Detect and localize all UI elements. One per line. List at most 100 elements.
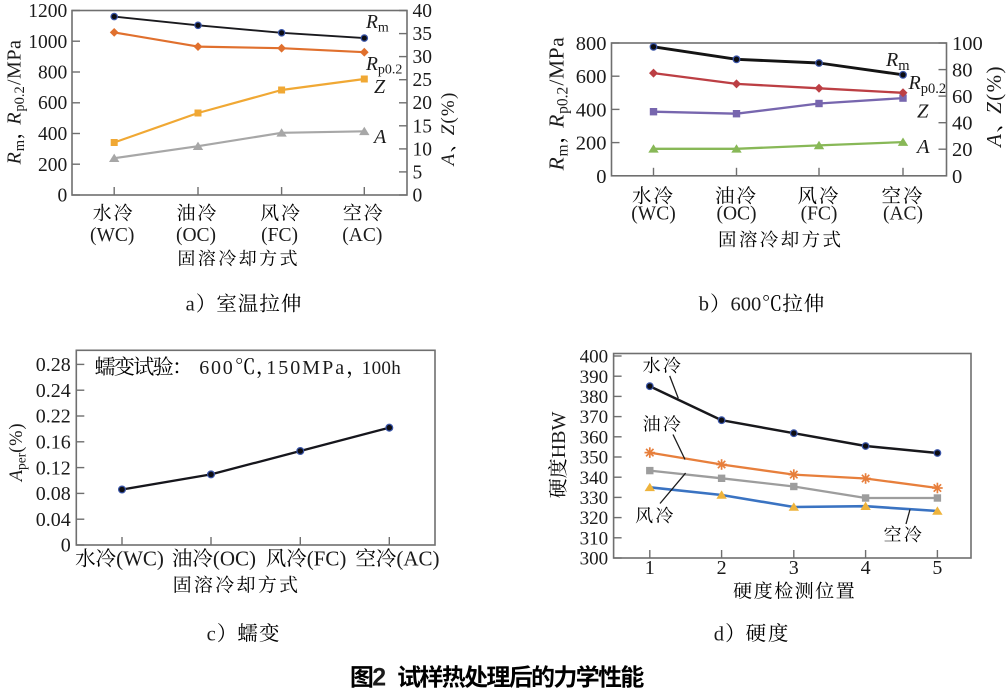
svg-text:A: A (438, 154, 459, 168)
svg-text:p0.2: p0.2 (554, 87, 571, 114)
svg-text:4: 4 (861, 557, 871, 579)
svg-text:40: 40 (413, 1, 433, 22)
svg-text:R: R (885, 49, 898, 71)
svg-text:3: 3 (789, 557, 799, 579)
svg-text:Z: Z (374, 76, 386, 98)
svg-text:400: 400 (38, 124, 67, 145)
svg-text:R: R (365, 12, 378, 33)
svg-text:(AC): (AC) (342, 225, 382, 246)
svg-text:Z: Z (982, 102, 1006, 114)
svg-text:20: 20 (413, 93, 433, 114)
svg-text:40: 40 (952, 113, 973, 135)
svg-text:Z: Z (917, 101, 929, 123)
svg-text:R: R (4, 152, 26, 165)
svg-text:(AC): (AC) (396, 547, 439, 571)
svg-text:0.08: 0.08 (36, 483, 71, 505)
svg-text:360: 360 (580, 427, 609, 448)
svg-text:b: b (699, 294, 709, 316)
svg-text:200: 200 (38, 155, 67, 176)
svg-text:c: c (207, 623, 216, 645)
svg-text:1200: 1200 (28, 1, 67, 22)
svg-text:400: 400 (580, 347, 609, 368)
svg-text:(AC): (AC) (883, 204, 923, 225)
svg-text:(WC): (WC) (90, 225, 134, 246)
svg-text:A: A (982, 134, 1006, 149)
svg-text:800: 800 (576, 33, 607, 55)
svg-text:150MPa: 150MPa (266, 357, 346, 379)
svg-text:370: 370 (580, 407, 609, 428)
svg-text:(%): (%) (982, 65, 1006, 101)
svg-text:330: 330 (580, 488, 609, 509)
svg-text:30: 30 (413, 47, 433, 68)
svg-text:m: m (12, 139, 28, 151)
svg-text:350: 350 (580, 448, 609, 469)
svg-text:(OC): (OC) (213, 547, 256, 571)
svg-text:m: m (554, 144, 571, 156)
svg-text:(%): (%) (7, 423, 27, 453)
svg-text:0: 0 (952, 166, 962, 188)
svg-text:/MPa: /MPa (4, 40, 26, 85)
svg-text:0: 0 (596, 166, 606, 188)
svg-text:0: 0 (58, 186, 68, 207)
svg-text:A: A (372, 126, 387, 148)
svg-text:380: 380 (580, 387, 609, 408)
svg-text:10: 10 (413, 139, 433, 160)
svg-text:0.16: 0.16 (36, 432, 71, 454)
svg-text:0.04: 0.04 (36, 509, 71, 531)
svg-text:d: d (714, 623, 724, 645)
svg-text:per: per (14, 452, 29, 470)
svg-text:100h: 100h (362, 358, 401, 379)
svg-text:2: 2 (372, 664, 386, 692)
svg-text:0.24: 0.24 (36, 380, 71, 402)
svg-text:(OC): (OC) (176, 225, 216, 246)
svg-text:5: 5 (413, 162, 423, 183)
svg-text:1000: 1000 (28, 32, 67, 53)
svg-text:R: R (545, 157, 569, 171)
svg-text:(FC): (FC) (261, 225, 298, 246)
svg-text:390: 390 (580, 367, 609, 388)
svg-text:R: R (908, 72, 921, 94)
svg-text:320: 320 (580, 508, 609, 529)
svg-text:60: 60 (952, 86, 973, 108)
svg-text:0.12: 0.12 (36, 457, 71, 479)
svg-text:(OC): (OC) (716, 204, 756, 225)
svg-text:400: 400 (576, 99, 607, 121)
svg-text:1: 1 (645, 557, 655, 579)
svg-text:A: A (915, 136, 930, 158)
svg-text:/MPa: /MPa (545, 37, 569, 86)
svg-text:(WC): (WC) (116, 547, 164, 571)
svg-text:600: 600 (38, 93, 67, 114)
svg-text:HBW: HBW (548, 412, 570, 459)
svg-text:p0.2: p0.2 (921, 81, 946, 97)
svg-text:310: 310 (580, 528, 609, 549)
svg-text:(FC): (FC) (801, 204, 838, 225)
svg-text:p0.2: p0.2 (378, 63, 403, 78)
svg-text:0: 0 (61, 535, 71, 557)
svg-text:R: R (4, 112, 26, 125)
svg-text:15: 15 (413, 116, 433, 137)
svg-text:100: 100 (952, 33, 983, 55)
svg-text:600: 600 (199, 357, 234, 379)
svg-text:m: m (898, 58, 910, 74)
svg-text:35: 35 (413, 24, 433, 45)
svg-text:a: a (186, 294, 195, 316)
svg-text:340: 340 (580, 468, 609, 489)
svg-text:25: 25 (413, 70, 433, 91)
svg-text:(FC): (FC) (307, 547, 347, 571)
svg-text:p0.2: p0.2 (12, 86, 28, 111)
svg-text:800: 800 (38, 63, 67, 84)
svg-text:80: 80 (952, 60, 973, 82)
svg-text:Z: Z (438, 124, 459, 135)
svg-text:2: 2 (717, 557, 727, 579)
svg-text:200: 200 (576, 133, 607, 155)
svg-text:0.28: 0.28 (36, 354, 71, 376)
svg-text:(%): (%) (438, 92, 459, 124)
svg-text:0.22: 0.22 (36, 406, 71, 428)
svg-text:R: R (365, 54, 378, 75)
svg-text:300: 300 (580, 549, 609, 570)
svg-text:20: 20 (952, 139, 973, 161)
svg-text:600: 600 (576, 66, 607, 88)
svg-text:(WC): (WC) (631, 204, 675, 225)
svg-text:600: 600 (731, 294, 762, 316)
svg-text:0: 0 (413, 186, 423, 207)
